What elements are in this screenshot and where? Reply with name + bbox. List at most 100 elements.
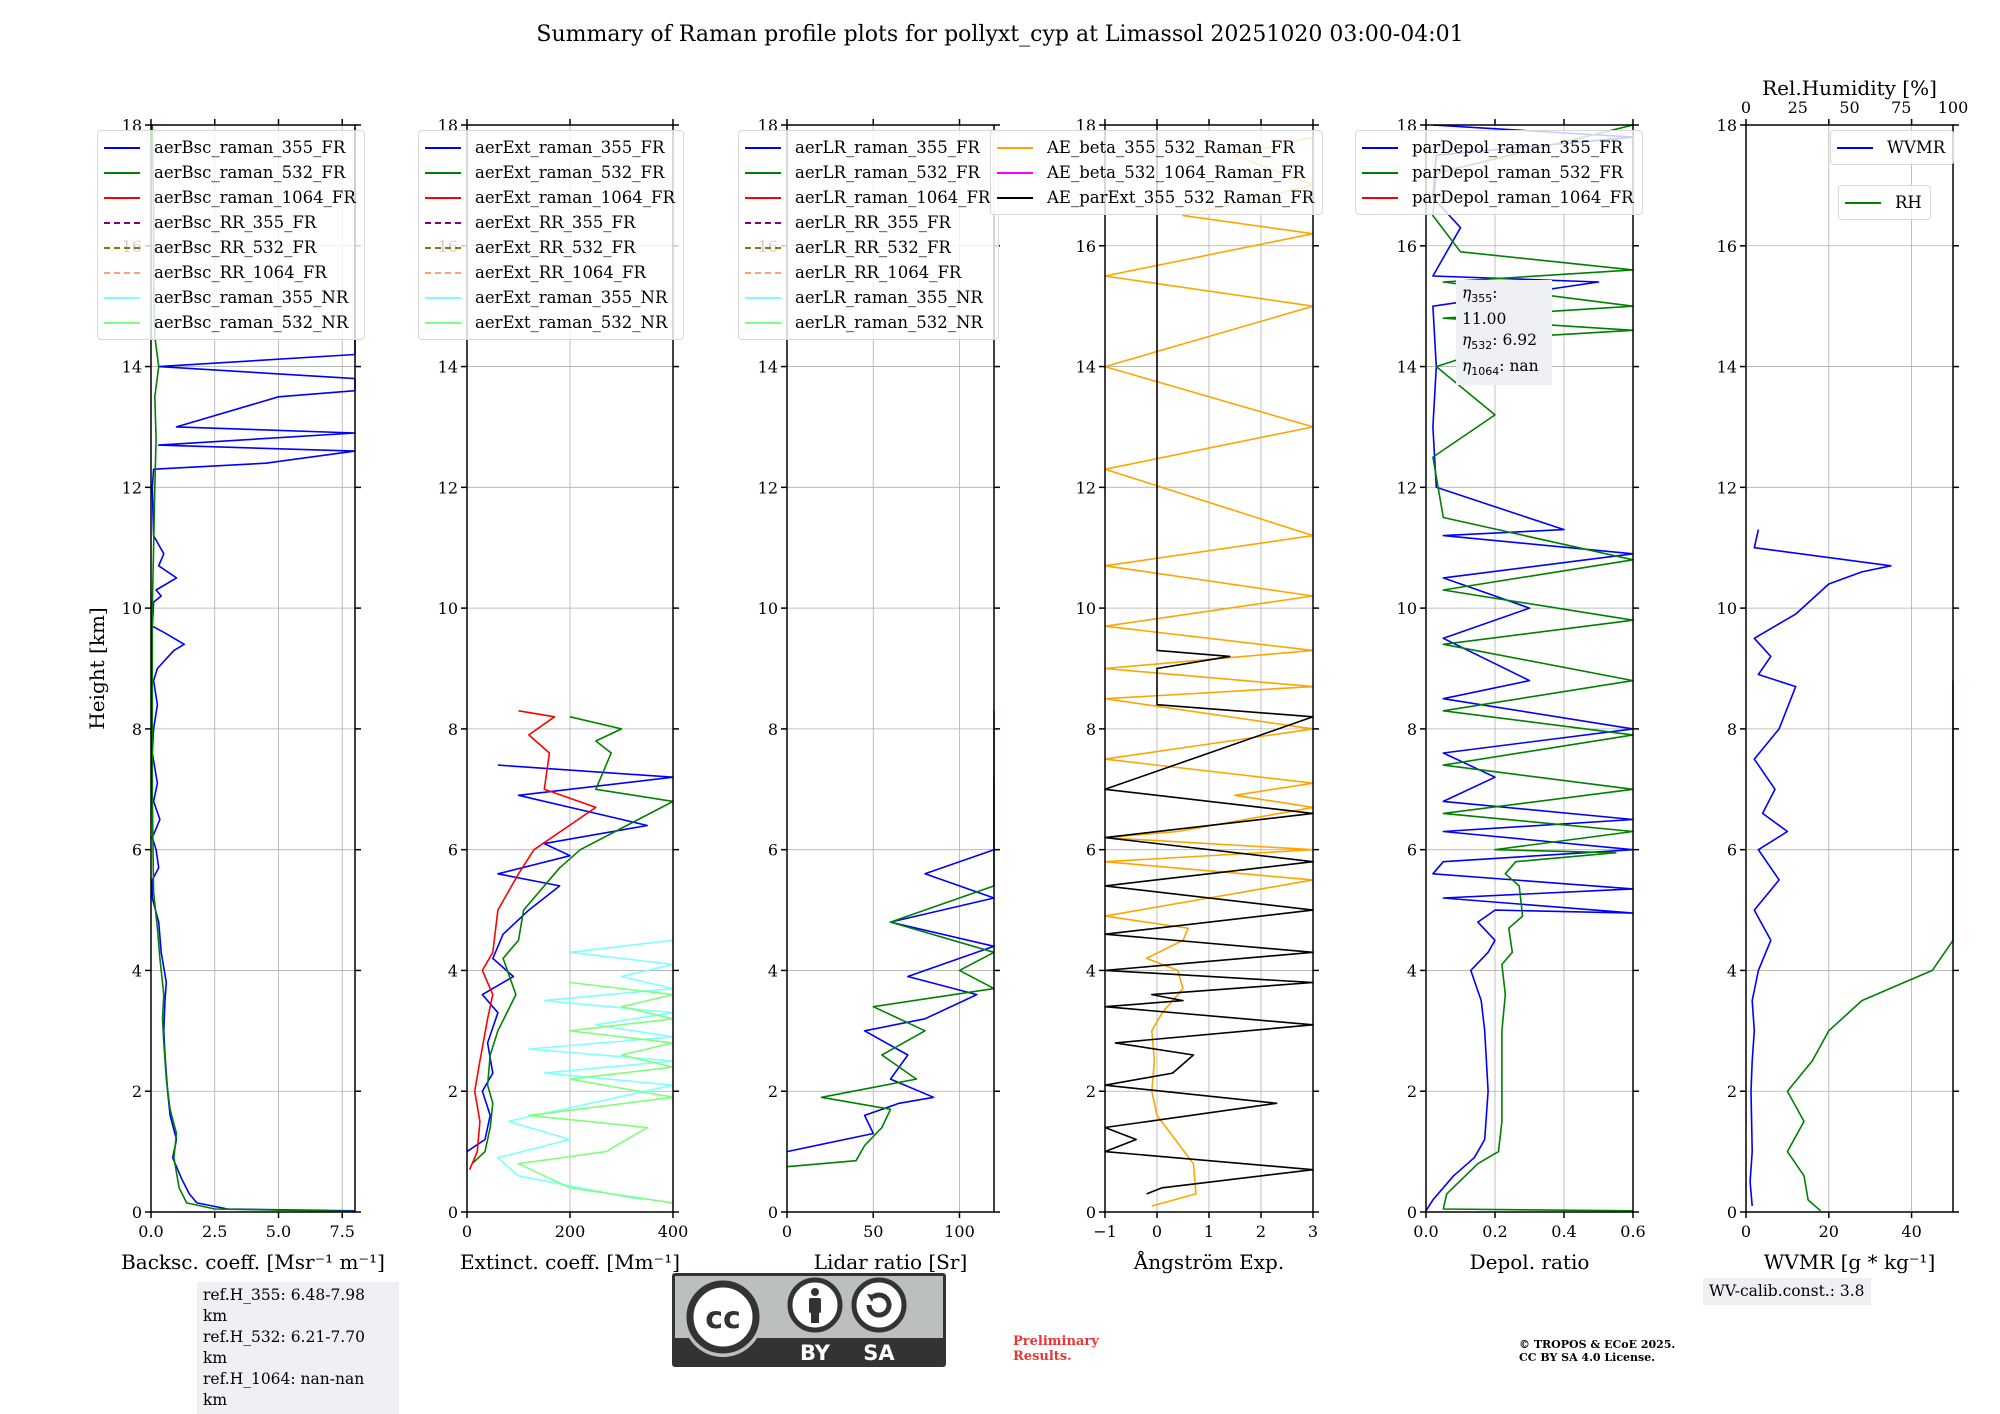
y-tick-label: 10: [1076, 599, 1096, 618]
legend-label: aerExt_RR_355_FR: [475, 213, 636, 232]
y-tick-label: 4: [1086, 961, 1096, 980]
ref-height-1064: ref.H_1064: nan-nan km: [203, 1370, 365, 1409]
legend-angstrom: AE_beta_355_532_Raman_FR AE_beta_532_1064…: [990, 130, 1324, 215]
x-tick-label: 0.0: [138, 1222, 163, 1241]
y-tick-label: 4: [132, 961, 142, 980]
legend-entry: aerLR_raman_532_FR: [745, 160, 990, 185]
legend-entry: aerExt_RR_1064_FR: [425, 260, 675, 285]
y-tick-label: 14: [122, 358, 142, 377]
attribution-person-icon: [787, 1277, 843, 1333]
reference-heights: ref.H_355: 6.48-7.98 km ref.H_532: 6.21-…: [197, 1282, 399, 1414]
y-tick-label: 0: [1727, 1203, 1737, 1222]
legend-label: aerBsc_raman_355_NR: [154, 288, 349, 307]
legend-depolarization: parDepol_raman_355_FR parDepol_raman_532_…: [1355, 130, 1643, 215]
y-tick-label: 2: [768, 1082, 778, 1101]
legend-swatch: [1362, 171, 1398, 174]
y-tick-label: 14: [1717, 358, 1737, 377]
legend-entry: aerExt_RR_532_FR: [425, 235, 675, 260]
legend-label: parDepol_raman_532_FR: [1412, 163, 1624, 182]
legend-label: aerLR_raman_355_FR: [795, 138, 980, 157]
x-tick-label: 0: [782, 1222, 792, 1241]
y-tick-label: 10: [122, 599, 142, 618]
legend-entry: aerLR_raman_532_NR: [745, 310, 990, 335]
legend-label: aerExt_raman_1064_FR: [475, 188, 675, 207]
legend-entry: WVMR: [1837, 135, 1945, 160]
y-tick-label: 10: [438, 599, 458, 618]
x-tick-label: 0.0: [1413, 1222, 1438, 1241]
y-tick-label: 6: [768, 841, 778, 860]
legend-swatch: [104, 246, 140, 249]
series-parDepol_raman_532_FR: [1432, 124, 1634, 1212]
series-aerExt_raman_532_NR: [517, 981, 674, 1204]
copyright-line-2: CC BY SA 4.0 License.: [1519, 1351, 1656, 1364]
x-tick-label: 200: [555, 1222, 586, 1241]
legend-swatch: [997, 171, 1033, 174]
series-aerExt_raman_532_FR: [471, 716, 674, 1165]
legend-swatch: [997, 196, 1033, 199]
series-parDepol_raman_355_FR: [1425, 124, 1634, 1212]
y-tick-label: 4: [1727, 961, 1737, 980]
x-axis-label: Ångström Exp.: [1133, 1249, 1284, 1274]
legend-label: aerExt_RR_1064_FR: [475, 263, 646, 282]
series-aerBsc_raman_532_FR: [151, 124, 356, 1213]
legend-label: aerBsc_raman_532_NR: [154, 313, 349, 332]
legend-label: aerExt_RR_532_FR: [475, 238, 636, 257]
legend-entry: aerBsc_raman_355_FR: [104, 135, 356, 160]
y-tick-label: 16: [1397, 237, 1417, 256]
legend-swatch: [745, 196, 781, 199]
series-aerLR_raman_355_FR: [786, 777, 995, 1153]
eta-532: η532: 6.92: [1462, 331, 1537, 353]
x-tick-label: 1: [1204, 1222, 1214, 1241]
share-alike-icon: [851, 1277, 907, 1333]
legend-label: parDepol_raman_1064_FR: [1412, 188, 1634, 207]
preliminary-line-2: Results.: [1013, 1349, 1072, 1364]
legend-label: aerLR_raman_1064_FR: [795, 188, 991, 207]
copyright-notice: © TROPOS & ECoE 2025. CC BY SA 4.0 Licen…: [1519, 1338, 1675, 1364]
y-tick-label: 8: [1086, 720, 1096, 739]
x-tick-label: 0.6: [1620, 1222, 1645, 1241]
y-tick-label: 8: [1407, 720, 1417, 739]
legend-entry: aerLR_raman_355_NR: [745, 285, 990, 310]
legend-rh: RH: [1838, 185, 1931, 220]
legend-entry: parDepol_raman_532_FR: [1362, 160, 1634, 185]
legend-entry: aerBsc_raman_532_FR: [104, 160, 356, 185]
y-tick-label: 12: [122, 478, 142, 497]
legend-label: aerBsc_raman_355_FR: [154, 138, 346, 157]
legend-swatch: [104, 146, 140, 149]
top-x-tick-label: 100: [1938, 98, 1969, 117]
legend-swatch: [104, 196, 140, 199]
y-tick-label: 2: [1407, 1082, 1417, 1101]
y-tick-label: 6: [448, 841, 458, 860]
eta-1064: η1064: nan: [1462, 357, 1539, 379]
y-tick-label: 14: [1076, 358, 1096, 377]
preliminary-line-1: Preliminary: [1013, 1334, 1099, 1349]
x-axis-label: Depol. ratio: [1470, 1250, 1590, 1274]
legend-label: AE_beta_355_532_Raman_FR: [1047, 138, 1295, 157]
x-tick-label: 0: [462, 1222, 472, 1241]
legend-swatch: [745, 171, 781, 174]
top-x-tick-label: 0: [1741, 98, 1751, 117]
y-tick-label: 16: [1076, 237, 1096, 256]
legend-entry: aerExt_RR_355_FR: [425, 210, 675, 235]
x-tick-label: 100: [944, 1222, 975, 1241]
x-axis-label: Extinct. coeff. [Mm⁻¹]: [460, 1250, 680, 1274]
x-axis-label: Lidar ratio [Sr]: [814, 1250, 968, 1274]
legend-swatch: [425, 196, 461, 199]
x-tick-label: 0: [1152, 1222, 1162, 1241]
legend-swatch: [425, 146, 461, 149]
legend-swatch: [745, 321, 781, 324]
legend-swatch: [104, 296, 140, 299]
y-tick-label: 10: [758, 599, 778, 618]
legend-entry: parDepol_raman_355_FR: [1362, 135, 1634, 160]
legend-swatch: [745, 296, 781, 299]
legend-swatch: [425, 271, 461, 274]
top-x-tick-label: 75: [1891, 98, 1911, 117]
legend-swatch: [104, 271, 140, 274]
y-tick-label: 12: [1717, 478, 1737, 497]
legend-swatch: [425, 321, 461, 324]
y-tick-label: 12: [438, 478, 458, 497]
top-x-axis-label: Rel.Humidity [%]: [1762, 76, 1937, 100]
y-tick-label: 6: [1407, 841, 1417, 860]
axes-frame: [150, 124, 356, 1213]
